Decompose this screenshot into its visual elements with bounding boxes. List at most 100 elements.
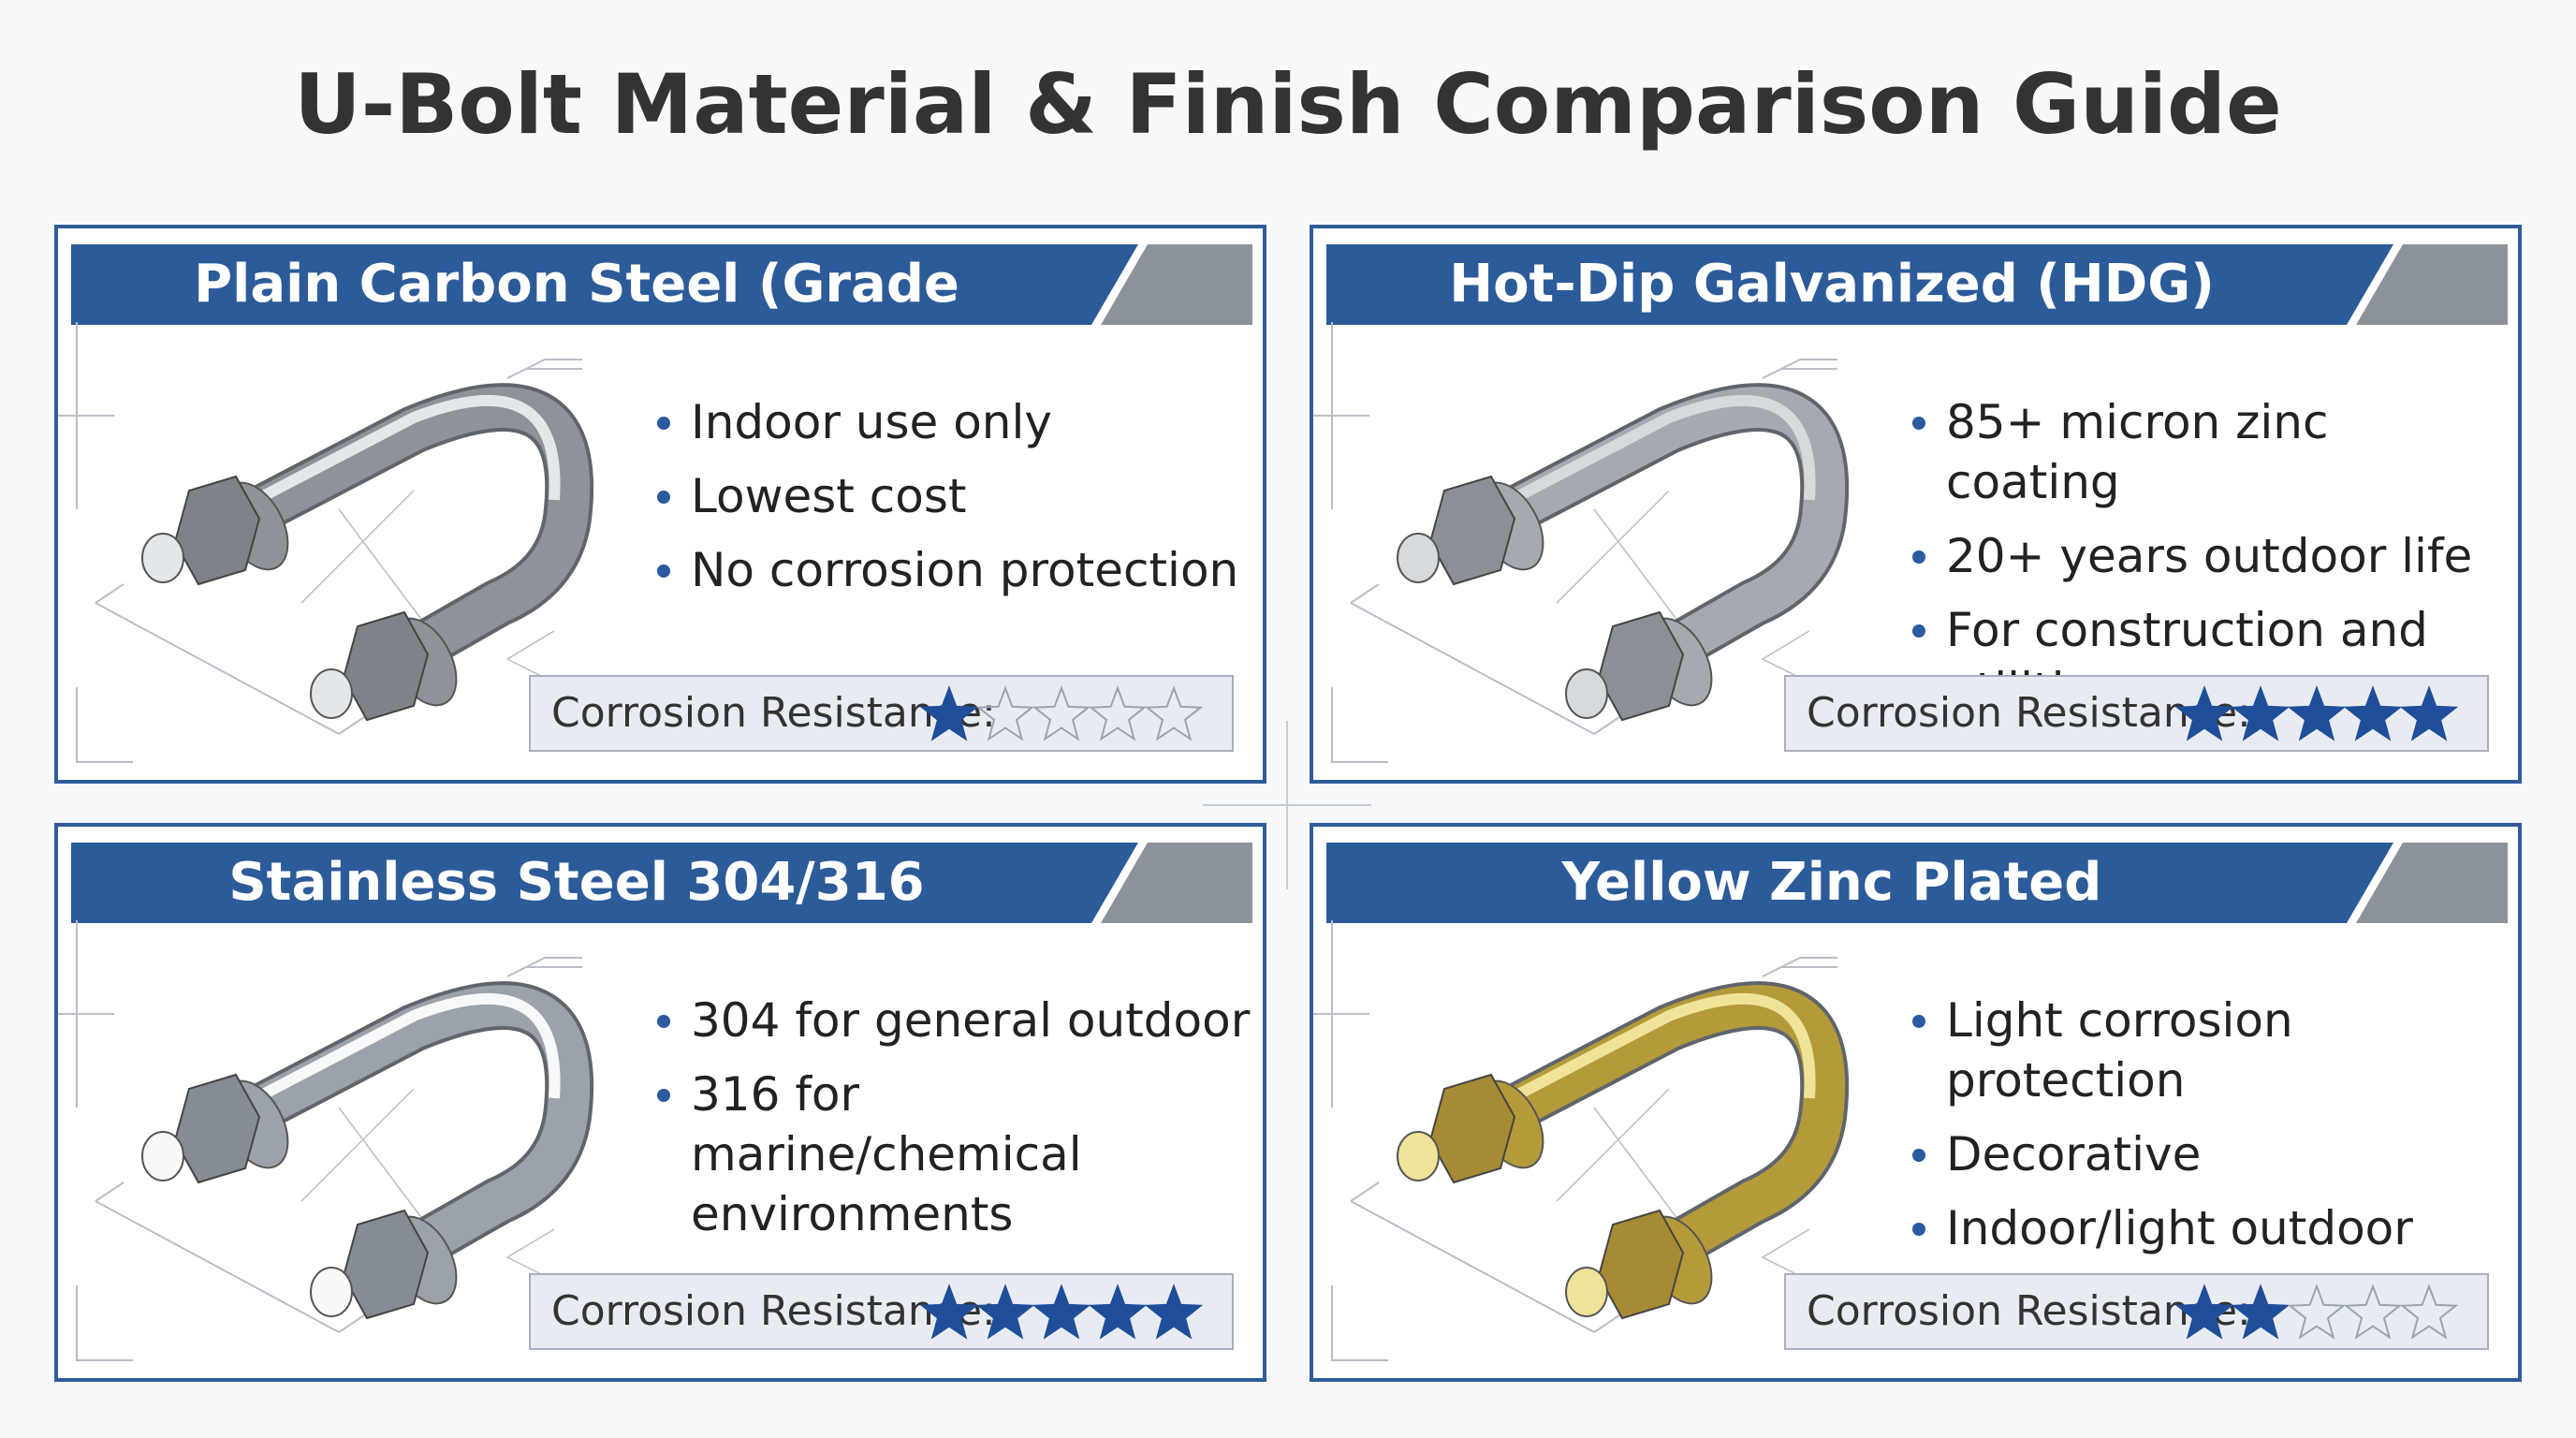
bolt-end <box>1397 533 1440 583</box>
header-gray <box>2356 244 2508 325</box>
nut <box>342 1209 430 1320</box>
feature-item: 316 for marine/chemical environments <box>657 1064 1256 1244</box>
star-empty <box>1144 685 1204 741</box>
drawing-line <box>1451 394 1816 536</box>
star-empty <box>975 685 1035 741</box>
rating-stars <box>2174 1284 2459 1340</box>
star-filled <box>2174 685 2234 741</box>
bolt-end <box>141 1131 184 1181</box>
drawing-line <box>196 992 561 1134</box>
drawing-line <box>196 394 561 536</box>
u-bolt-illustration <box>58 322 594 763</box>
u-bolt-illustration <box>1313 920 1850 1361</box>
material-card: Plain Carbon Steel (Grade 4.6/4.8) Indoor… <box>54 225 1266 784</box>
drawing-line <box>506 957 582 977</box>
star-filled <box>2343 685 2403 741</box>
drawing-line <box>1761 1228 1810 1277</box>
nut <box>173 1073 261 1184</box>
feature-item: Lowest cost <box>657 466 1256 526</box>
feature-item: Indoor use only <box>657 392 1256 452</box>
drawing-line <box>76 687 133 763</box>
star-empty <box>2399 1284 2459 1340</box>
nut <box>1597 610 1685 722</box>
feature-item: Decorative <box>1912 1124 2511 1184</box>
star-empty <box>1088 685 1148 741</box>
card-title: Hot-Dip Galvanized (HDG) <box>1449 254 2215 315</box>
rating-label: Corrosion Resistance: <box>1807 1287 2251 1335</box>
drawing-line <box>1350 1181 1623 1333</box>
drawing-line <box>1331 1285 1388 1361</box>
rating-stars <box>2174 685 2459 741</box>
feature-list: 304 for general outdoor 316 for marine/ch… <box>657 990 1256 1258</box>
bolt-end <box>1565 1267 1608 1317</box>
star-filled <box>2287 685 2347 741</box>
rating-box: Corrosion Resistance: <box>1784 675 2489 752</box>
drawing-line <box>1443 387 1846 697</box>
bolt-end <box>1565 668 1608 719</box>
material-card: Stainless Steel 304/316 304 for general o… <box>54 823 1266 1382</box>
header-gray <box>1101 244 1252 325</box>
star-filled <box>2231 1284 2291 1340</box>
card-title: Stainless Steel 304/316 <box>228 852 925 913</box>
star-filled <box>2399 685 2459 741</box>
rating-stars <box>919 1284 1204 1340</box>
drawing-line <box>1313 920 1369 1108</box>
drawing-line <box>505 1228 555 1277</box>
u-bolt-illustration <box>1313 322 1850 763</box>
drawing-line <box>1451 992 1816 1134</box>
card-header-bar <box>1326 843 2508 923</box>
nut <box>342 610 430 722</box>
drawing-line <box>505 630 555 679</box>
drawing-line <box>58 322 114 509</box>
bolt-end <box>310 668 353 719</box>
drawing-line <box>1762 957 1837 977</box>
bolt-end <box>141 533 184 583</box>
star-filled <box>1088 1284 1148 1340</box>
bolt-end <box>1397 1131 1440 1181</box>
star-filled <box>1032 1284 1091 1340</box>
card-header-bar <box>71 843 1252 923</box>
feature-item: No corrosion protection <box>657 540 1256 600</box>
header-blue <box>71 843 1138 923</box>
drawing-line <box>95 583 368 735</box>
feature-item: Light corrosion protection <box>1912 990 2511 1110</box>
card-header-bar <box>71 244 1252 325</box>
star-empty <box>1032 685 1091 741</box>
nut <box>173 475 261 586</box>
drawing-line <box>188 985 591 1295</box>
star-filled <box>919 685 979 741</box>
drawing-line <box>76 1285 133 1361</box>
feature-list: Light corrosion protection Decorative Indo… <box>1912 990 2511 1272</box>
rating-box: Corrosion Resistance: <box>529 675 1234 752</box>
feature-item: 20+ years outdoor life <box>1912 526 2511 586</box>
header-gray <box>2356 843 2508 923</box>
drawing-line <box>1761 630 1810 679</box>
rating-label: Corrosion Resistance: <box>1807 689 2251 737</box>
star-empty <box>2343 1284 2403 1340</box>
header-blue <box>1326 843 2393 923</box>
star-filled <box>1144 1284 1204 1340</box>
rating-stars <box>919 685 1204 741</box>
rating-label: Corrosion Resistance: <box>551 689 996 737</box>
u-bolt-illustration <box>58 920 594 1361</box>
drawing-line <box>1350 583 1623 735</box>
star-filled <box>2174 1284 2234 1340</box>
feature-item: 304 for general outdoor <box>657 990 1256 1050</box>
drawing-line <box>1762 359 1837 379</box>
feature-item: 85+ micron zinc coating <box>1912 392 2511 512</box>
drawing-line <box>1443 985 1846 1295</box>
star-empty <box>2287 1284 2347 1340</box>
nut <box>1597 1209 1685 1320</box>
material-card: Hot-Dip Galvanized (HDG) 85+ micron zinc … <box>1310 225 2522 784</box>
nut <box>1428 475 1516 586</box>
card-title: Yellow Zinc Plated <box>1561 852 2102 913</box>
star-filled <box>919 1284 979 1340</box>
rating-label: Corrosion Resistance: <box>551 1287 996 1335</box>
star-filled <box>2231 685 2291 741</box>
drawing-line <box>188 387 591 697</box>
drawing-line <box>95 1181 368 1333</box>
material-card: Yellow Zinc Plated Light corrosion protec… <box>1310 823 2522 1382</box>
header-blue <box>1326 244 2393 325</box>
